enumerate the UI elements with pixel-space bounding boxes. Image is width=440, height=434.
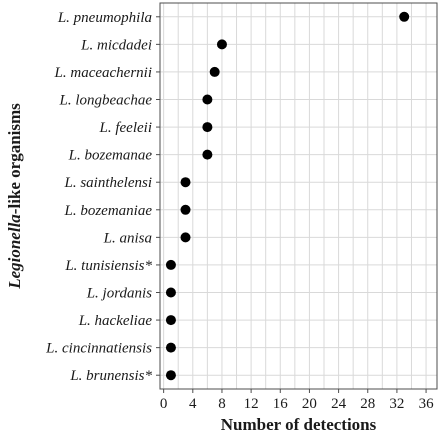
y-tick-label: L. cincinnatiensis [45, 341, 152, 357]
x-tick-label: 20 [302, 396, 317, 412]
data-point [216, 39, 227, 50]
x-tick-label: 4 [189, 396, 197, 412]
y-tick-label: L. bozemaniae [64, 203, 153, 219]
data-point [180, 232, 191, 243]
x-tick-label: 36 [419, 396, 435, 412]
x-axis-title: Number of detections [221, 415, 377, 434]
y-tick-label: L. maceachernii [54, 65, 152, 81]
data-point [165, 342, 176, 353]
x-tick-label: 24 [331, 396, 347, 412]
data-point [180, 177, 191, 188]
y-axis-title-suffix: -like organisms [5, 103, 24, 214]
axis-ticks [156, 16, 427, 393]
data-point [202, 94, 213, 105]
data-point [165, 370, 176, 381]
x-tick-label: 12 [244, 396, 259, 412]
y-tick-label: L. feeleii [99, 120, 153, 136]
data-point [202, 122, 213, 133]
x-tick-label: 8 [218, 396, 226, 412]
y-tick-label: L. sainthelensi [63, 175, 152, 191]
data-point [165, 259, 176, 270]
data-point [180, 204, 191, 215]
y-axis-title: Legionella-like organisms [5, 103, 24, 290]
grid-lines [160, 3, 437, 389]
y-tick-label: L. anisa [103, 230, 152, 246]
data-point [209, 66, 220, 77]
y-tick-label: L. jordanis [86, 286, 152, 302]
x-tick-label: 32 [389, 396, 404, 412]
y-tick-label: L. bozemanae [68, 148, 153, 164]
plot-frame [159, 2, 438, 390]
x-tick-labels: 0 4 8 12 16 20 24 28 32 36 [160, 396, 434, 412]
data-points [165, 11, 410, 381]
x-tick-label: 16 [273, 396, 289, 412]
y-tick-label: L. longbeachae [59, 93, 153, 109]
x-tick-label: 0 [160, 396, 168, 412]
y-tick-label: L. brunensis* [69, 368, 152, 384]
y-axis-title-genus: Legionella [5, 214, 24, 290]
y-tick-labels: L. pneumophila L. micdadei L. maceachernii… [45, 10, 152, 384]
y-tick-label: L. micdadei [80, 37, 152, 53]
y-tick-label: L. pneumophila [57, 10, 152, 26]
data-point [399, 11, 410, 22]
y-tick-label: L. hackeliae [78, 313, 153, 329]
data-point [165, 287, 176, 298]
y-tick-label: L. tunisiensis* [64, 258, 152, 274]
x-tick-label: 28 [360, 396, 375, 412]
data-point [202, 149, 213, 160]
data-point [165, 315, 176, 326]
